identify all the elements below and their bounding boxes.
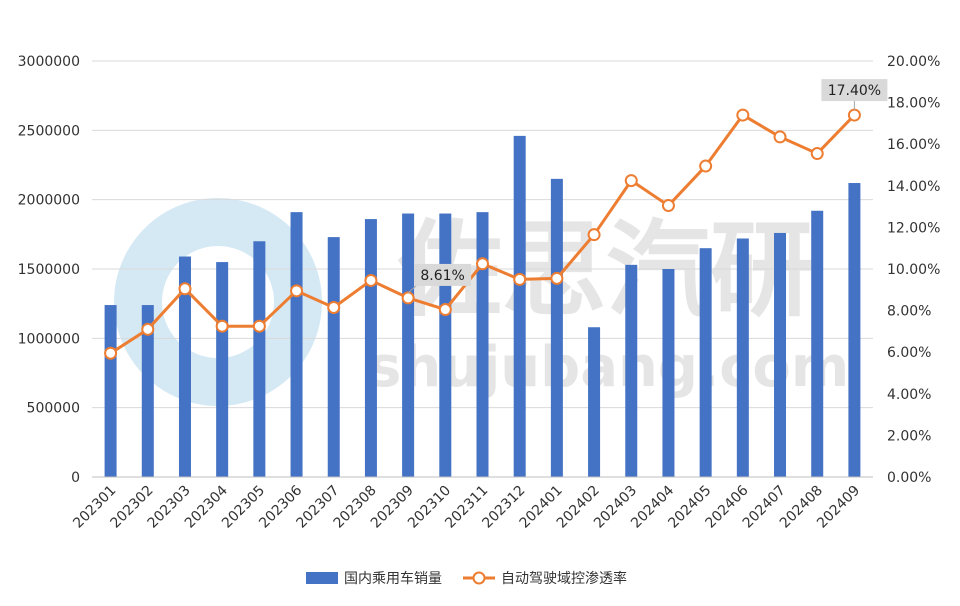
bar-202310 xyxy=(439,213,452,478)
annotation-box xyxy=(821,79,888,102)
bar-202402 xyxy=(588,327,601,477)
legend-bar-label: 国内乘用车销量 xyxy=(344,570,442,587)
left-tick-label: 1000000 xyxy=(18,331,80,347)
line-point-202310 xyxy=(438,303,452,317)
legend-bar-swatch xyxy=(306,572,338,584)
legend-line-marker xyxy=(472,571,486,585)
bar-202403 xyxy=(625,264,638,477)
x-axis: 2023012023022023032023042023052023062023… xyxy=(70,476,873,532)
annotation-label: 8.61% xyxy=(420,268,464,284)
left-tick-label: 3000000 xyxy=(18,54,80,70)
bar-202407 xyxy=(774,232,787,477)
left-tick-label: 2500000 xyxy=(18,123,80,139)
bar-202408 xyxy=(811,210,824,477)
bar-202405 xyxy=(699,248,712,477)
line-point-202302 xyxy=(141,322,155,336)
annotation-box xyxy=(414,263,472,286)
legend: 国内乘用车销量 自动驾驶域控渗透率 xyxy=(306,570,627,587)
bar-202308 xyxy=(364,219,377,477)
annotation-leader xyxy=(407,285,417,294)
line-point-202409 xyxy=(847,108,861,122)
line-point-202312 xyxy=(513,272,527,286)
right-tick-label: 12.00% xyxy=(887,220,940,236)
line-point-202408 xyxy=(810,147,824,161)
bar-202409 xyxy=(848,183,861,477)
right-tick-label: 14.00% xyxy=(887,179,940,195)
right-tick-label: 2.00% xyxy=(887,428,931,444)
annotation-label: 17.40% xyxy=(828,83,881,99)
line-series xyxy=(104,108,861,360)
bar-series xyxy=(104,135,861,478)
line-point-202403 xyxy=(624,174,638,188)
bar-202312 xyxy=(513,135,526,477)
line-point-202304 xyxy=(215,319,229,333)
bar-202302 xyxy=(141,305,154,477)
bar-202311 xyxy=(476,212,489,477)
line-point-202308 xyxy=(364,273,378,287)
right-tick-label: 8.00% xyxy=(887,304,931,320)
line-point-202401 xyxy=(550,271,564,285)
line-point-202306 xyxy=(290,284,304,298)
bar-202401 xyxy=(550,178,563,477)
left-tick-label: 2000000 xyxy=(18,193,80,209)
left-axis: 0 500000 1000000 1500000 2000000 2500000 30000… xyxy=(18,54,80,486)
bar-202305 xyxy=(253,241,266,477)
bar-202406 xyxy=(736,238,749,477)
bar-202307 xyxy=(327,237,340,477)
line-point-202307 xyxy=(327,300,341,314)
bar-202306 xyxy=(290,212,303,477)
right-tick-label: 18.00% xyxy=(887,96,940,112)
right-tick-label: 20.00% xyxy=(887,54,940,70)
legend-line-label: 自动驾驶域控渗透率 xyxy=(501,570,627,587)
line-point-202405 xyxy=(699,159,713,173)
left-tick-label: 500000 xyxy=(27,401,80,417)
right-tick-label: 0.00% xyxy=(887,470,931,486)
line-point-202309 xyxy=(401,291,415,305)
right-tick-label: 4.00% xyxy=(887,387,931,403)
line-point-202311 xyxy=(476,257,489,271)
line-point-202404 xyxy=(661,199,675,213)
left-tick-label: 0 xyxy=(71,470,80,486)
bar-202309 xyxy=(402,213,415,478)
line-point-202301 xyxy=(104,346,118,360)
line-point-202303 xyxy=(178,282,192,296)
line-point-202305 xyxy=(252,319,266,333)
right-tick-label: 16.00% xyxy=(887,137,940,153)
annotations: 8.61% 17.40% xyxy=(407,79,888,294)
bar-202304 xyxy=(216,262,229,477)
right-tick-label: 6.00% xyxy=(887,345,931,361)
right-tick-label: 10.00% xyxy=(887,262,940,278)
line-point-202406 xyxy=(736,108,750,122)
right-axis: 0.00% 2.00% 4.00% 6.00% 8.00% 10.00% 12.00% 14.… xyxy=(887,54,940,486)
left-tick-label: 1500000 xyxy=(18,262,80,278)
bar-202303 xyxy=(178,256,191,477)
line-point-202402 xyxy=(587,228,601,242)
line-point-202407 xyxy=(773,130,787,144)
bar-202301 xyxy=(104,305,117,477)
bar-202404 xyxy=(662,269,675,477)
